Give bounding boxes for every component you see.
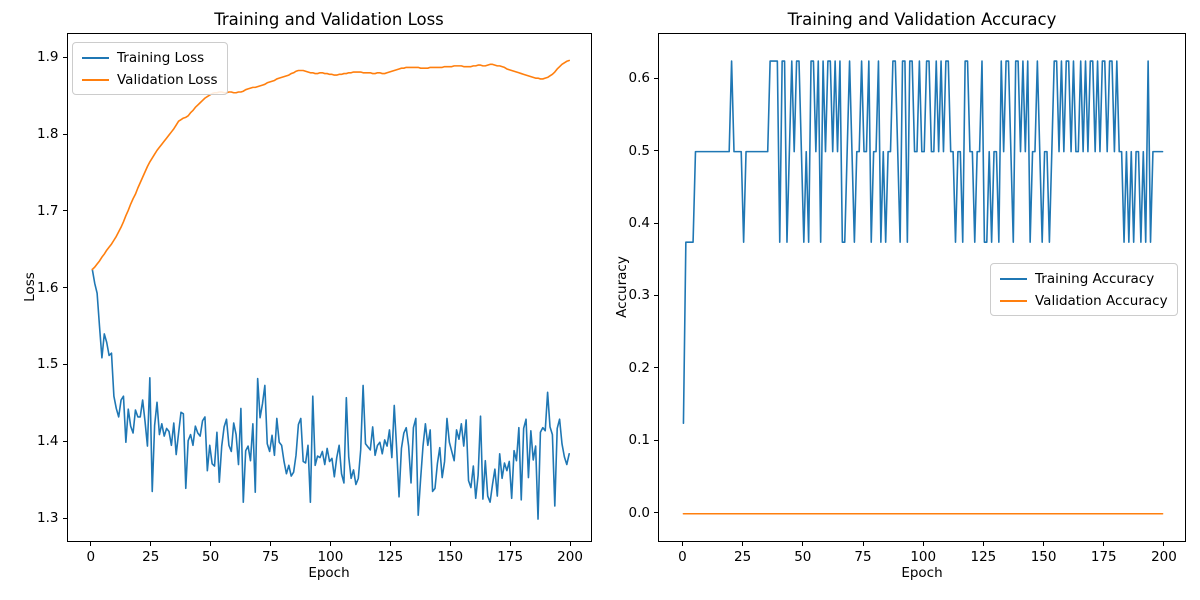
loss-y-tick [62, 133, 67, 135]
loss-y-tick-label: 1.3 [37, 510, 59, 527]
accuracy-y-tick-label: 0.2 [628, 359, 650, 376]
validation-accuracy-swatch-icon [1000, 299, 1027, 302]
accuracy-x-tick [742, 541, 744, 546]
loss-y-tick [62, 210, 67, 212]
loss-x-tick-label: 25 [142, 548, 160, 565]
validation-loss-line [91, 59, 570, 271]
accuracy-x-tick-label: 50 [794, 548, 812, 565]
loss-title: Training and Validation Loss [214, 10, 444, 29]
accuracy-y-tick-label: 0.1 [628, 432, 650, 449]
accuracy-y-tick-label: 0.3 [628, 287, 650, 304]
training-loss-swatch-icon [82, 56, 109, 59]
loss-y-tick-label: 1.9 [37, 49, 59, 66]
accuracy-x-tick-label: 0 [678, 548, 687, 565]
validation-accuracy-legend-label: Validation Accuracy [1035, 292, 1168, 309]
accuracy-y-tick [654, 367, 658, 369]
loss-x-tick [329, 541, 331, 546]
accuracy-x-tick [922, 541, 924, 546]
loss-x-tick-label: 100 [317, 548, 344, 565]
loss-x-tick-label: 75 [261, 548, 280, 565]
training-loss-legend-label: Training Loss [117, 49, 205, 66]
loss-x-tick-label: 0 [86, 548, 96, 565]
accuracy-x-tick-label: 150 [1030, 548, 1057, 565]
accuracy-y-tick-label: 0.4 [628, 215, 650, 232]
loss-y-tick [62, 56, 67, 58]
loss-x-tick [449, 541, 451, 546]
loss-y-tick [62, 440, 67, 442]
accuracy-x-tick [802, 541, 804, 546]
loss-plot-area [91, 59, 570, 520]
accuracy-x-tick-label: 75 [854, 548, 872, 565]
accuracy-x-tick-label: 100 [910, 548, 937, 565]
legend-item-validation-loss: Validation Loss [82, 70, 218, 89]
loss-x-tick [569, 541, 571, 546]
loss-x-tick [90, 541, 92, 546]
accuracy-y-tick [654, 150, 658, 152]
accuracy-y-tick [654, 77, 658, 79]
loss-x-tick [389, 541, 391, 546]
accuracy-legend: Training Accuracy Validation Accuracy [990, 263, 1178, 316]
training-accuracy-line [682, 60, 1164, 425]
accuracy-y-tick-label: 0.0 [628, 504, 650, 521]
legend-item-training-accuracy: Training Accuracy [1000, 269, 1168, 288]
loss-xlabel: Epoch [308, 565, 350, 581]
loss-x-tick-label: 200 [557, 548, 583, 565]
accuracy-x-tick-label: 175 [1090, 548, 1117, 565]
loss-x-tick-label: 175 [497, 548, 524, 565]
loss-y-tick-label: 1.4 [37, 433, 59, 450]
validation-loss-legend-label: Validation Loss [117, 71, 218, 88]
loss-x-tick [150, 541, 152, 546]
accuracy-x-tick-label: 25 [734, 548, 752, 565]
loss-y-tick [62, 517, 67, 519]
loss-y-tick-label: 1.8 [37, 126, 59, 142]
legend-item-training-loss: Training Loss [82, 48, 218, 67]
loss-x-tick-label: 50 [202, 548, 220, 565]
validation-loss-swatch-icon [82, 78, 109, 81]
accuracy-x-tick [1043, 541, 1045, 546]
accuracy-title: Training and Validation Accuracy [787, 10, 1057, 29]
loss-x-tick [270, 541, 272, 546]
accuracy-y-tick [654, 222, 658, 224]
training-loss-line [91, 268, 570, 520]
accuracy-y-tick-label: 0.6 [628, 70, 650, 87]
loss-y-tick-label: 1.7 [37, 202, 59, 219]
accuracy-x-tick [862, 541, 864, 546]
training-accuracy-swatch-icon [1000, 277, 1027, 280]
accuracy-y-tick [654, 294, 658, 296]
accuracy-x-tick [1103, 541, 1105, 546]
accuracy-y-tick [654, 439, 658, 441]
loss-x-tick [509, 541, 511, 546]
accuracy-x-tick-label: 200 [1151, 548, 1177, 565]
loss-legend: Training Loss Validation Loss [72, 42, 228, 95]
loss-y-tick-label: 1.6 [37, 279, 59, 296]
accuracy-x-tick [1163, 541, 1165, 546]
loss-x-tick-label: 150 [437, 548, 464, 565]
loss-x-tick-label: 125 [377, 548, 404, 565]
accuracy-x-tick-label: 125 [970, 548, 997, 565]
accuracy-y-tick [654, 512, 658, 514]
loss-y-tick [62, 363, 67, 365]
accuracy-xlabel: Epoch [901, 565, 943, 581]
accuracy-axes [658, 33, 1186, 542]
accuracy-x-tick [681, 541, 683, 546]
accuracy-x-tick [982, 541, 984, 546]
loss-y-tick [62, 287, 67, 289]
accuracy-plot-area [682, 60, 1164, 515]
accuracy-y-tick-label: 0.5 [628, 142, 650, 159]
legend-item-validation-accuracy: Validation Accuracy [1000, 291, 1168, 310]
training-accuracy-legend-label: Training Accuracy [1035, 270, 1155, 287]
loss-y-tick-label: 1.5 [37, 356, 59, 373]
loss-axes [66, 33, 592, 542]
loss-x-tick [210, 541, 212, 546]
